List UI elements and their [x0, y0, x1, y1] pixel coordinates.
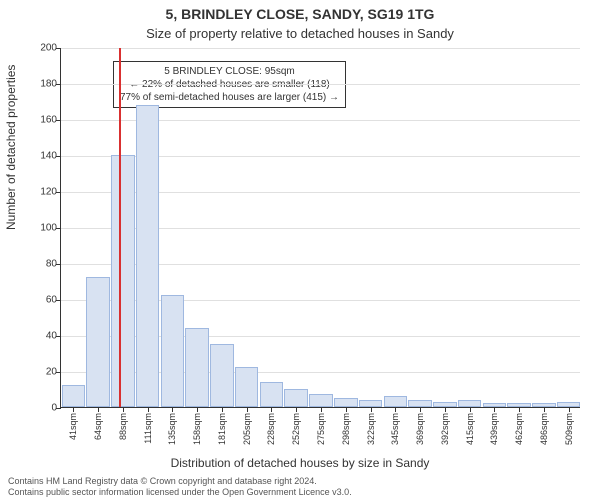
- x-tick-label: 369sqm: [415, 413, 425, 445]
- x-tick-label: 486sqm: [539, 413, 549, 445]
- x-tick-label: 439sqm: [489, 413, 499, 445]
- histogram-bar: [284, 389, 308, 407]
- x-tick-mark: [321, 407, 322, 412]
- x-tick-label: 228sqm: [266, 413, 276, 445]
- x-tick-mark: [123, 407, 124, 412]
- y-tick-label: 100: [27, 223, 61, 234]
- x-tick-label: 252sqm: [291, 413, 301, 445]
- x-tick-mark: [172, 407, 173, 412]
- x-tick-mark: [271, 407, 272, 412]
- x-tick-mark: [420, 407, 421, 412]
- histogram-bar: [334, 398, 358, 407]
- y-tick-label: 140: [27, 151, 61, 162]
- x-tick-mark: [494, 407, 495, 412]
- chart-title: 5, BRINDLEY CLOSE, SANDY, SG19 1TG: [0, 6, 600, 22]
- footnote-line2: Contains public sector information licen…: [8, 487, 352, 498]
- grid-line: [61, 48, 580, 49]
- histogram-bar: [210, 344, 234, 407]
- x-tick-label: 345sqm: [390, 413, 400, 445]
- histogram-bar: [458, 400, 482, 407]
- histogram-bar: [235, 367, 259, 407]
- x-tick-mark: [371, 407, 372, 412]
- x-tick-mark: [222, 407, 223, 412]
- x-tick-mark: [98, 407, 99, 412]
- x-tick-mark: [247, 407, 248, 412]
- x-tick-label: 298sqm: [341, 413, 351, 445]
- grid-line: [61, 84, 580, 85]
- histogram-bar: [384, 396, 408, 407]
- x-tick-mark: [445, 407, 446, 412]
- x-tick-label: 322sqm: [366, 413, 376, 445]
- x-tick-mark: [73, 407, 74, 412]
- x-tick-mark: [346, 407, 347, 412]
- histogram-bar: [359, 400, 383, 407]
- chart-subtitle: Size of property relative to detached ho…: [0, 26, 600, 41]
- histogram-bar: [161, 295, 185, 407]
- x-tick-label: 462sqm: [514, 413, 524, 445]
- x-tick-label: 181sqm: [217, 413, 227, 445]
- histogram-bar: [62, 385, 86, 407]
- footnote-line1: Contains HM Land Registry data © Crown c…: [8, 476, 352, 487]
- histogram-bar: [111, 155, 135, 407]
- x-tick-label: 509sqm: [564, 413, 574, 445]
- plot-area: 5 BRINDLEY CLOSE: 95sqm ← 22% of detache…: [60, 48, 580, 408]
- x-tick-mark: [148, 407, 149, 412]
- histogram-bar: [185, 328, 209, 407]
- histogram-bar: [260, 382, 284, 407]
- x-axis-label: Distribution of detached houses by size …: [0, 456, 600, 470]
- y-tick-label: 160: [27, 115, 61, 126]
- y-tick-label: 80: [27, 259, 61, 270]
- x-tick-label: 415sqm: [465, 413, 475, 445]
- x-tick-label: 88sqm: [118, 413, 128, 440]
- x-tick-mark: [544, 407, 545, 412]
- footnote: Contains HM Land Registry data © Crown c…: [8, 476, 352, 498]
- histogram-bar: [309, 394, 333, 407]
- x-tick-label: 111sqm: [143, 413, 153, 444]
- marker-line: [119, 48, 121, 407]
- y-tick-label: 180: [27, 79, 61, 90]
- x-tick-label: 275sqm: [316, 413, 326, 445]
- y-tick-label: 0: [27, 403, 61, 414]
- x-tick-mark: [519, 407, 520, 412]
- histogram-bar: [86, 277, 110, 407]
- x-tick-mark: [569, 407, 570, 412]
- x-tick-mark: [197, 407, 198, 412]
- y-tick-label: 20: [27, 367, 61, 378]
- x-tick-label: 64sqm: [93, 413, 103, 440]
- chart-container: 5, BRINDLEY CLOSE, SANDY, SG19 1TG Size …: [0, 0, 600, 500]
- x-tick-mark: [395, 407, 396, 412]
- annotation-line1: 5 BRINDLEY CLOSE: 95sqm: [120, 65, 339, 78]
- y-tick-label: 120: [27, 187, 61, 198]
- y-tick-label: 60: [27, 295, 61, 306]
- x-tick-label: 135sqm: [167, 413, 177, 445]
- y-tick-label: 200: [27, 43, 61, 54]
- y-tick-label: 40: [27, 331, 61, 342]
- y-axis-label: Number of detached properties: [4, 65, 18, 230]
- histogram-bar: [408, 400, 432, 407]
- x-tick-label: 158sqm: [192, 413, 202, 445]
- histogram-bar: [136, 105, 160, 407]
- x-tick-mark: [296, 407, 297, 412]
- x-tick-label: 205sqm: [242, 413, 252, 445]
- annotation-line3: 77% of semi-detached houses are larger (…: [120, 91, 339, 104]
- x-tick-label: 41sqm: [68, 413, 78, 440]
- x-tick-label: 392sqm: [440, 413, 450, 445]
- x-tick-mark: [470, 407, 471, 412]
